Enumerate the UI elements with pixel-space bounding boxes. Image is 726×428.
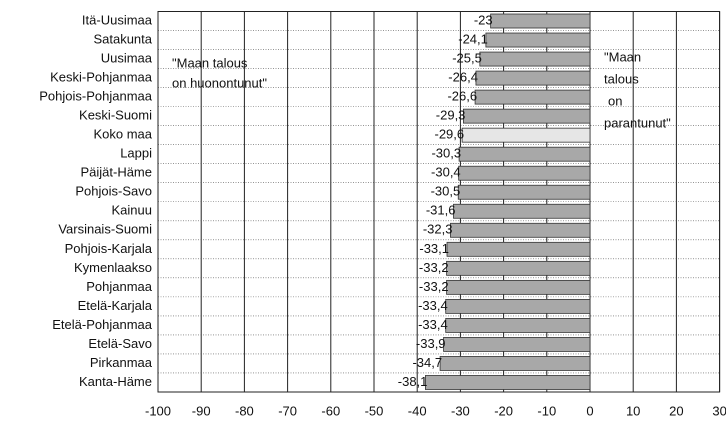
value-label: -26,4: [448, 70, 478, 85]
value-label: -33,2: [419, 279, 449, 294]
bar: [446, 260, 591, 276]
x-tick-label: -90: [192, 403, 211, 418]
annotation: parantunut": [604, 115, 671, 130]
x-tick-label: -80: [235, 403, 254, 418]
x-tick-label: -20: [494, 403, 513, 418]
bar: [443, 337, 591, 352]
category-label: Pohjois-Savo: [75, 184, 152, 199]
category-label: Pohjanmaa: [86, 279, 153, 294]
value-label: -33,2: [419, 260, 449, 275]
x-tick-label: 20: [669, 403, 683, 418]
bar: [458, 165, 591, 181]
category-label: Lappi: [120, 146, 152, 161]
category-label: Koko maa: [93, 127, 152, 142]
category-label: Kymenlaakso: [74, 260, 152, 275]
bar: [458, 146, 591, 162]
bar: [463, 108, 591, 124]
x-tick-label: 10: [626, 403, 640, 418]
bar: [475, 70, 591, 86]
category-label: Etelä-Savo: [88, 336, 152, 351]
value-label: -26,6: [447, 89, 477, 104]
category-label: Päijät-Häme: [80, 165, 152, 180]
x-tick-label: -50: [365, 403, 384, 418]
value-label: -30,4: [431, 165, 461, 180]
bar: [453, 203, 591, 219]
annotation: "Maan talous: [172, 55, 248, 70]
value-label: -23: [474, 12, 493, 27]
x-tick-label: 0: [586, 403, 593, 418]
bar: [457, 184, 591, 200]
bar: [446, 241, 591, 257]
x-tick-label: -100: [145, 403, 171, 418]
category-label: Varsinais-Suomi: [58, 222, 152, 237]
category-label: Keski-Pohjanmaa: [50, 70, 153, 85]
value-label: -30,3: [431, 146, 461, 161]
bar: [490, 13, 591, 29]
category-label: Satakunta: [93, 31, 152, 46]
category-label: Uusimaa: [101, 51, 153, 66]
category-label: Kainuu: [112, 203, 152, 218]
bar: [445, 318, 591, 333]
x-tick-label: -70: [278, 403, 297, 418]
bar: [446, 279, 591, 295]
bar: [439, 356, 591, 371]
x-tick-label: -10: [537, 403, 556, 418]
value-label: -30,5: [431, 184, 461, 199]
x-tick-label: 30: [712, 403, 726, 418]
value-label: -29,3: [436, 108, 466, 123]
category-label: Etelä-Pohjanmaa: [52, 317, 152, 332]
annotation: on: [608, 93, 622, 108]
category-label: Pohjois-Pohjanmaa: [39, 89, 153, 104]
bar: [461, 127, 591, 143]
value-label: -25,5: [452, 51, 482, 66]
value-label: -34,7: [412, 355, 442, 370]
x-tick-label: -40: [408, 403, 427, 418]
bar: [485, 32, 591, 48]
bar: [445, 298, 591, 314]
value-label: -33,4: [418, 317, 448, 332]
category-label: Kanta-Häme: [79, 374, 152, 389]
value-label: -24,1: [458, 31, 488, 46]
x-tick-label: -30: [451, 403, 470, 418]
x-tick-label: -60: [321, 403, 340, 418]
annotation: talous: [604, 71, 639, 86]
value-label: -31,6: [426, 203, 456, 218]
category-label: Pohjois-Karjala: [65, 241, 153, 256]
bar: [425, 375, 591, 390]
annotation: "Maan: [604, 49, 641, 64]
value-label: -29,6: [434, 127, 464, 142]
value-label: -33,9: [416, 336, 446, 351]
value-label: -38,1: [398, 374, 428, 389]
bar: [474, 89, 591, 105]
value-label: -33,1: [419, 241, 449, 256]
category-label: Etelä-Karjala: [78, 298, 153, 313]
category-label: Keski-Suomi: [79, 108, 152, 123]
annotation: on huonontunut": [172, 75, 267, 90]
category-label: Itä-Uusimaa: [82, 12, 153, 27]
category-label: Pirkanmaa: [90, 355, 153, 370]
value-label: -32,3: [423, 222, 453, 237]
bar: [450, 222, 591, 238]
bar: [479, 51, 591, 67]
value-label: -33,4: [418, 298, 448, 313]
